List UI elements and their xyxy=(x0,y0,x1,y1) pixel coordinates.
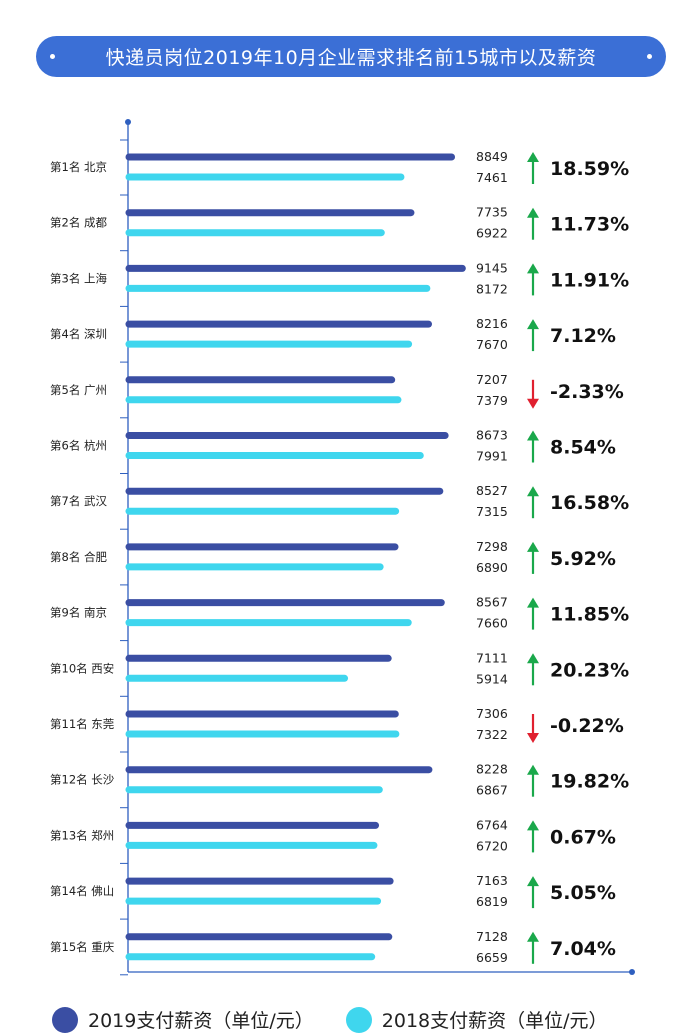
category-label: 第9名 南京 xyxy=(50,606,107,620)
arrow-up-head-icon xyxy=(527,876,539,887)
change-label: 20.23% xyxy=(550,659,629,681)
arrow-up-head-icon xyxy=(527,319,539,330)
change-label: 8.54% xyxy=(550,437,616,459)
arrow-up-head-icon xyxy=(527,541,539,552)
bar-chart: 第1名 北京 8849 7461 18.59% 第2名 成都 7735 6922 11.73%… xyxy=(50,119,635,976)
value-label-2019: 7163 xyxy=(476,873,508,888)
arrow-up-head-icon xyxy=(527,486,539,497)
value-label-2018: 6819 xyxy=(476,894,508,909)
value-label-2019: 7207 xyxy=(476,372,508,387)
arrow-up-head-icon xyxy=(527,207,539,218)
arrow-up-head-icon xyxy=(527,597,539,608)
change-label: 5.05% xyxy=(550,882,616,904)
arrow-up-head-icon xyxy=(527,764,539,775)
change-label: 7.04% xyxy=(550,938,616,960)
value-label-2018: 6890 xyxy=(476,560,508,575)
legend-swatch-2019 xyxy=(52,1006,78,1033)
category-label: 第4名 深圳 xyxy=(50,327,107,341)
value-label-2018: 7660 xyxy=(476,616,508,631)
value-label-2019: 7111 xyxy=(476,650,508,665)
change-label: 11.85% xyxy=(550,604,629,626)
title-dot-left xyxy=(50,54,55,59)
value-label-2018: 6659 xyxy=(476,950,508,965)
arrow-up-head-icon xyxy=(527,263,539,274)
change-label: 0.67% xyxy=(550,826,616,848)
legend-swatch-2018 xyxy=(345,1006,372,1033)
value-label-2018: 7379 xyxy=(476,393,508,408)
value-label-2019: 7306 xyxy=(476,706,508,721)
value-label-2019: 8849 xyxy=(476,149,508,164)
change-label: -0.22% xyxy=(550,715,624,737)
category-label: 第11名 东莞 xyxy=(50,717,114,731)
value-label-2019: 7735 xyxy=(476,205,508,220)
value-label-2019: 9145 xyxy=(476,260,508,275)
value-label-2018: 8172 xyxy=(476,281,508,296)
x-axis-end-dot xyxy=(629,969,635,975)
title-banner: 快递员岗位2019年10月企业需求排名前15城市以及薪资 xyxy=(36,36,666,77)
value-label-2018: 6720 xyxy=(476,838,508,853)
change-label: 5.92% xyxy=(550,548,616,570)
legend-label-2018: 2018支付薪资（单位/元） xyxy=(381,1010,608,1032)
category-label: 第14名 佛山 xyxy=(50,884,114,898)
category-label: 第15名 重庆 xyxy=(50,940,115,954)
category-label: 第3名 上海 xyxy=(50,271,107,285)
arrow-down-head-icon xyxy=(527,398,539,409)
change-label: 19.82% xyxy=(550,771,629,793)
arrow-up-head-icon xyxy=(527,931,539,942)
arrow-up-head-icon xyxy=(527,820,539,831)
value-label-2019: 8673 xyxy=(476,428,508,443)
category-label: 第7名 武汉 xyxy=(50,494,107,508)
category-label: 第8名 合肥 xyxy=(50,550,107,564)
value-label-2019: 8527 xyxy=(476,483,508,498)
arrow-up-head-icon xyxy=(527,152,539,162)
value-label-2019: 6764 xyxy=(476,817,508,832)
value-label-2018: 6922 xyxy=(476,226,508,241)
category-label: 第1名 北京 xyxy=(50,160,107,174)
value-label-2018: 7322 xyxy=(476,727,508,742)
category-label: 第5名 广州 xyxy=(50,383,107,397)
value-label-2018: 7461 xyxy=(476,170,508,185)
change-label: 7.12% xyxy=(550,325,616,347)
change-label: 11.73% xyxy=(550,214,629,236)
chart-title: 快递员岗位2019年10月企业需求排名前15城市以及薪资 xyxy=(105,47,597,69)
arrow-down-head-icon xyxy=(527,733,539,743)
value-label-2019: 8216 xyxy=(476,316,508,331)
change-label: 18.59% xyxy=(550,158,629,180)
legend-item-2018: 2018支付薪资（单位/元） xyxy=(345,1006,608,1033)
arrow-up-head-icon xyxy=(527,653,539,664)
category-label: 第12名 长沙 xyxy=(50,773,115,787)
value-label-2019: 7128 xyxy=(476,929,508,944)
title-dot-right xyxy=(647,54,652,59)
value-label-2018: 6867 xyxy=(476,783,508,798)
category-label: 第13名 郑州 xyxy=(50,828,114,842)
legend: 2019支付薪资（单位/元） 2018支付薪资（单位/元） xyxy=(52,1006,640,1033)
category-label: 第10名 西安 xyxy=(50,661,114,675)
legend-item-2019: 2019支付薪资（单位/元） xyxy=(52,1006,314,1033)
arrow-up-head-icon xyxy=(527,430,539,441)
category-label: 第6名 杭州 xyxy=(50,439,107,453)
value-label-2018: 7315 xyxy=(476,504,508,519)
value-label-2019: 8567 xyxy=(476,595,508,610)
legend-label-2019: 2019支付薪资（单位/元） xyxy=(88,1010,314,1032)
change-label: -2.33% xyxy=(550,381,624,403)
category-label: 第2名 成都 xyxy=(50,216,107,230)
value-label-2019: 8228 xyxy=(476,762,508,777)
value-label-2018: 5914 xyxy=(476,671,508,686)
value-label-2018: 7670 xyxy=(476,337,508,352)
y-axis-end-dot xyxy=(125,119,131,125)
value-label-2019: 7298 xyxy=(476,539,508,554)
value-label-2018: 7991 xyxy=(476,449,508,464)
change-label: 11.91% xyxy=(550,269,629,291)
change-label: 16.58% xyxy=(550,492,629,514)
